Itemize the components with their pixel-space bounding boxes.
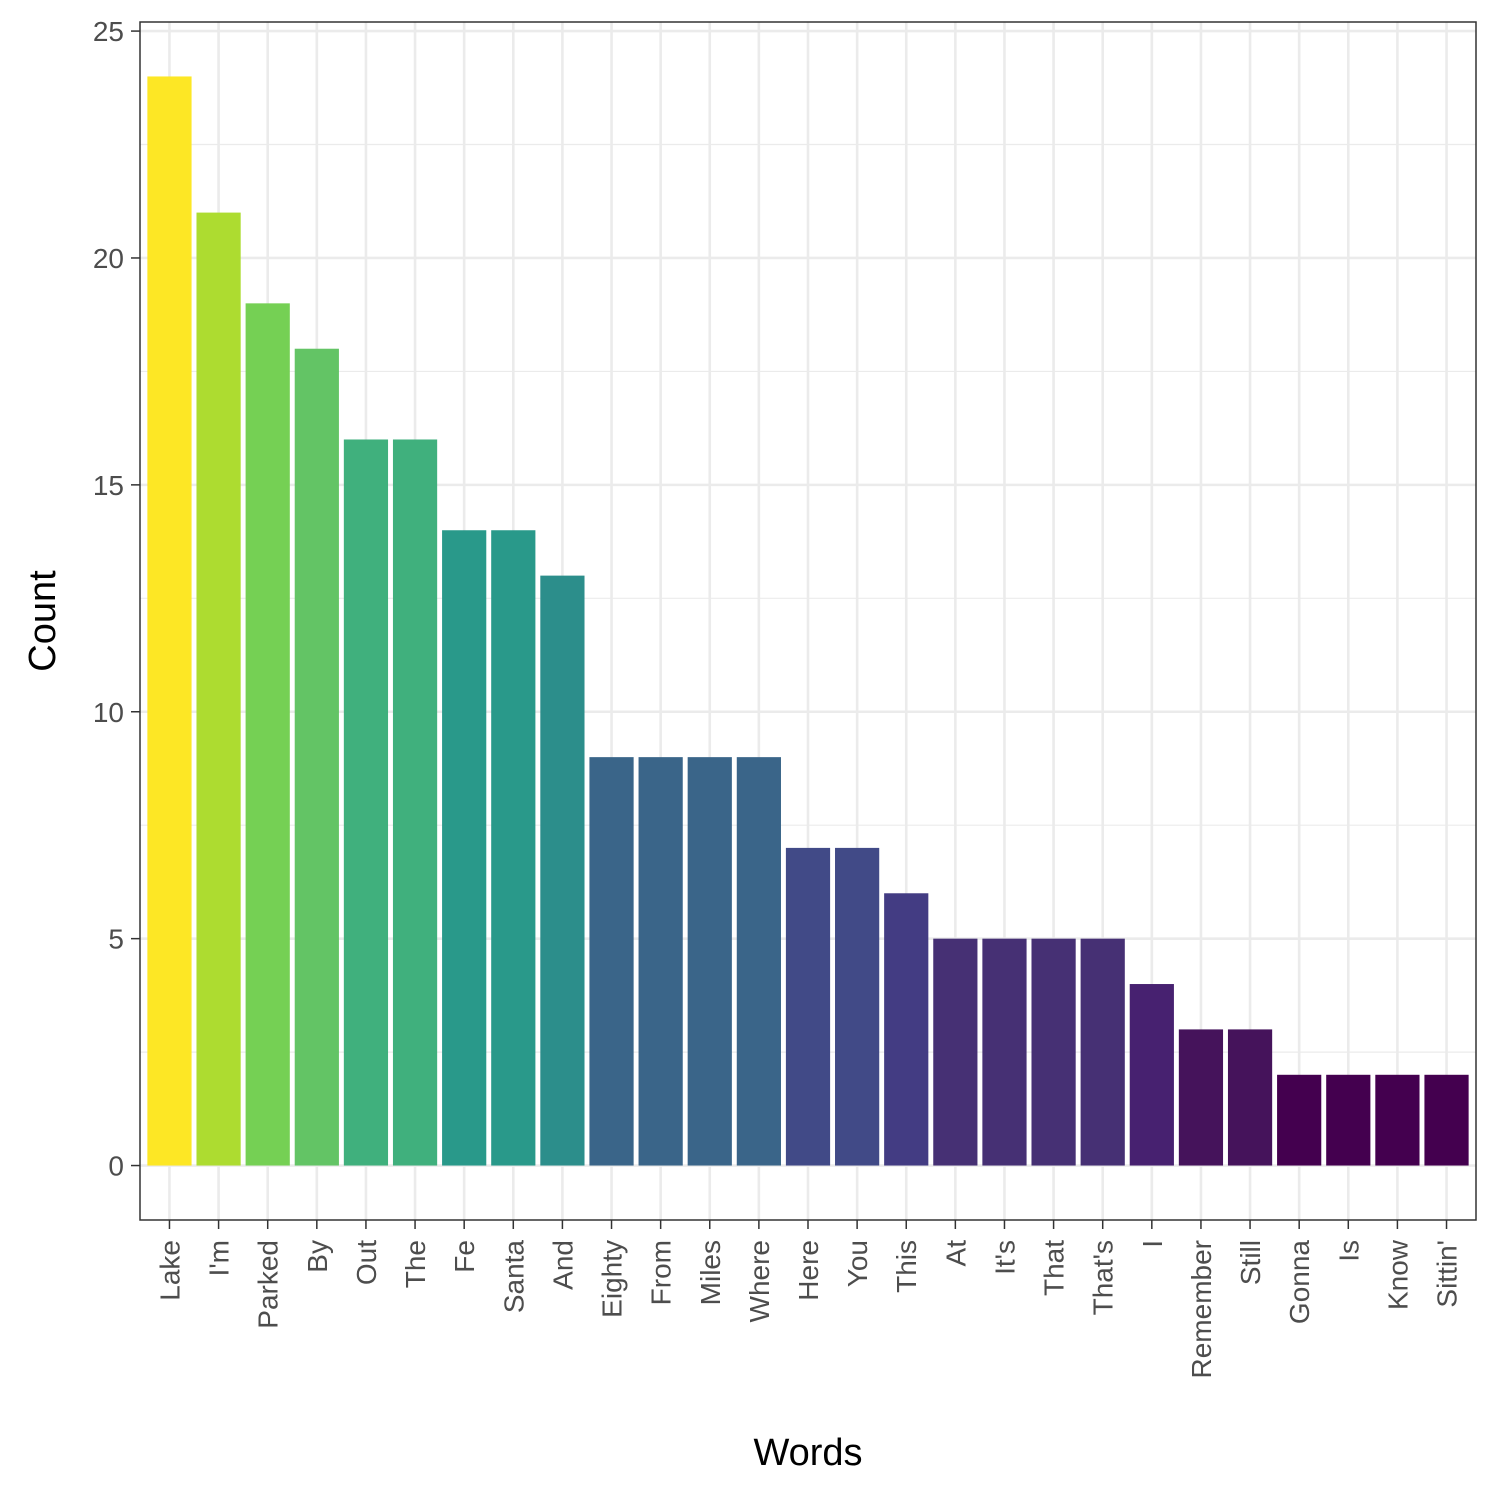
x-tick-label: At (940, 1240, 971, 1267)
bar-miles (687, 757, 732, 1166)
x-tick-label: Here (793, 1240, 824, 1301)
x-tick-label: You (842, 1240, 873, 1287)
x-tick-label: Eighty (597, 1240, 628, 1318)
bar-the (392, 439, 438, 1166)
x-tick-label: Gonna (1284, 1240, 1315, 1324)
y-tick-label: 0 (108, 1151, 124, 1182)
x-tick-label: That's (1088, 1240, 1119, 1315)
bar-out (343, 439, 389, 1166)
y-tick-label: 15 (93, 470, 124, 501)
x-tick-label: I'm (204, 1240, 235, 1276)
bar-that (1031, 938, 1076, 1166)
bar-lake (147, 76, 192, 1166)
bar-at (933, 938, 978, 1166)
bar-you (835, 847, 880, 1166)
x-tick-label: Know (1382, 1239, 1413, 1310)
bar-gonna (1277, 1074, 1322, 1166)
x-tick-label: The (400, 1240, 431, 1288)
bar-by (294, 348, 339, 1166)
bar-and (540, 575, 585, 1166)
bar-i (1129, 984, 1174, 1166)
y-tick-label: 25 (93, 16, 124, 47)
x-tick-label: Remember (1186, 1240, 1217, 1378)
y-axis-title: Count (22, 570, 64, 672)
x-tick-label: Parked (253, 1240, 284, 1329)
x-tick-label: Fe (449, 1240, 480, 1273)
x-tick-label: Santa (498, 1240, 529, 1314)
x-tick-label: It's (989, 1240, 1020, 1275)
bar-that-s (1080, 938, 1125, 1166)
x-tick-label: Still (1235, 1240, 1266, 1285)
bar-i-m (196, 212, 241, 1166)
y-axis: 0 5 10 15 20 25 (93, 16, 140, 1182)
bar-know (1375, 1074, 1420, 1166)
y-tick-label: 5 (108, 924, 124, 955)
bar-where (736, 757, 781, 1166)
x-tick-label: This (891, 1240, 922, 1293)
bar-parked (245, 303, 290, 1166)
x-axis: Lake I'm Parked By Out The Fe Santa And Eighty Fro… (154, 1220, 1463, 1378)
bar-from (638, 757, 683, 1166)
x-tick-label: Out (351, 1240, 382, 1285)
bar-sittin (1424, 1074, 1469, 1166)
bar-still (1227, 1029, 1273, 1166)
bar-remember (1178, 1029, 1224, 1166)
bar-it-s (982, 938, 1027, 1166)
x-tick-label: Miles (695, 1240, 726, 1305)
x-tick-label: Is (1333, 1240, 1364, 1262)
x-tick-label: From (646, 1240, 677, 1305)
x-tick-label: And (547, 1240, 578, 1290)
x-axis-title: Words (753, 1432, 862, 1474)
x-tick-label: Where (744, 1240, 775, 1322)
bar-is (1326, 1074, 1371, 1166)
bar-eighty (589, 757, 634, 1166)
bar-here (785, 847, 831, 1166)
x-tick-label: Sittin' (1432, 1240, 1463, 1308)
x-tick-label: By (302, 1240, 333, 1273)
y-tick-label: 10 (93, 697, 124, 728)
bar-santa (491, 530, 536, 1166)
x-tick-label: Lake (154, 1240, 185, 1301)
bar-fe (442, 530, 487, 1166)
y-tick-label: 20 (93, 243, 124, 274)
x-tick-label: That (1039, 1240, 1070, 1296)
bars (147, 76, 1469, 1166)
x-tick-label: I (1137, 1240, 1168, 1248)
bar-this (884, 893, 929, 1166)
